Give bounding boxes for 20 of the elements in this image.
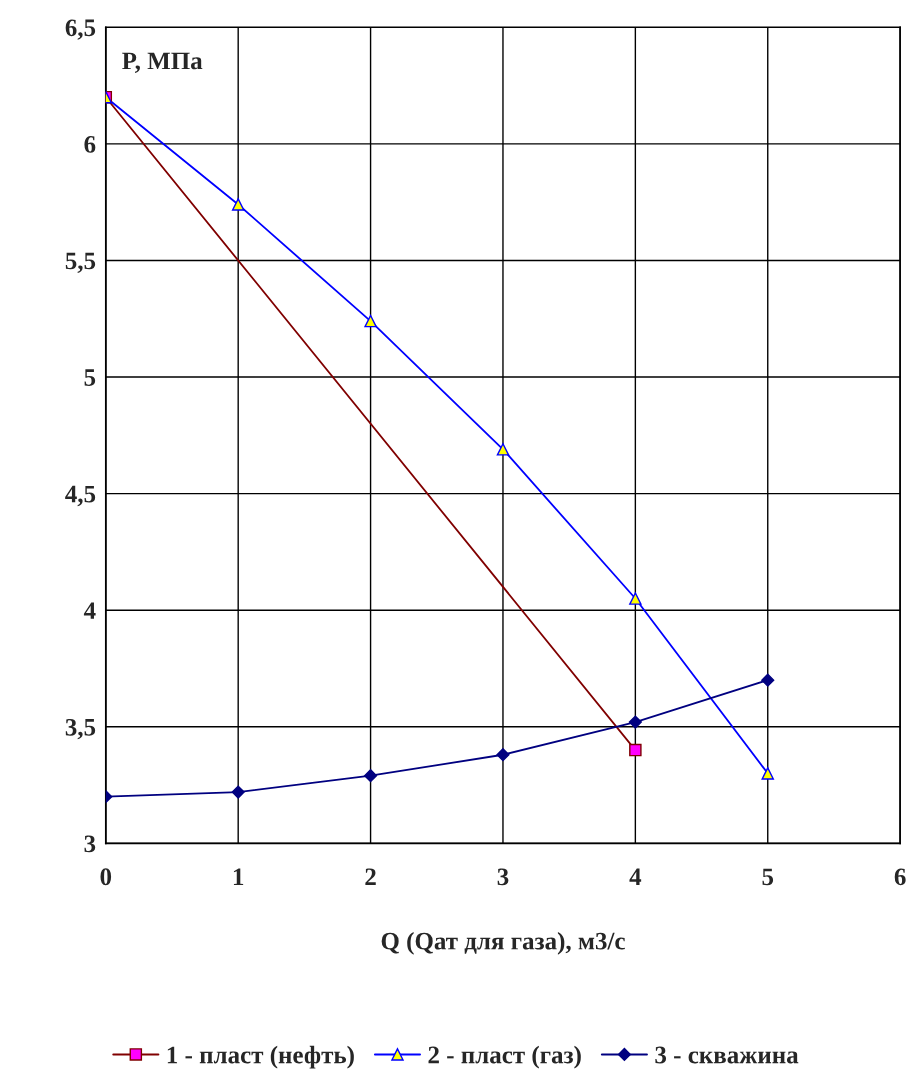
- y-tick-label: 5,5: [65, 252, 96, 273]
- x-tick-label: 2: [365, 868, 376, 885]
- y-tick-label: 4,5: [65, 485, 96, 507]
- x-tick-label: 4: [629, 868, 642, 885]
- y-axis-title: P, МПа: [122, 52, 203, 73]
- y-tick-label: 6,5: [65, 19, 96, 40]
- y-tick-label: 5: [84, 369, 96, 386]
- x-tick-label: 3: [497, 868, 509, 886]
- x-tick-label: 5: [762, 868, 774, 886]
- y-tick-label: 3,5: [65, 718, 96, 740]
- y-tick-label: 3: [84, 835, 96, 853]
- x-axis-title: Q (Qат для газа), м3/с: [381, 931, 625, 955]
- y-tick-label: 4: [83, 602, 96, 619]
- legend-label: 1 - пласт (нефть): [167, 1045, 354, 1069]
- legend-label: 2 - пласт (газ): [428, 1045, 581, 1069]
- y-tick-label: 6: [84, 135, 96, 153]
- legend-label: 3 - скважина: [655, 1046, 799, 1064]
- x-tick-label: 0: [100, 868, 112, 886]
- x-tick-label: 6: [894, 868, 906, 886]
- x-tick-label: 1: [233, 868, 244, 885]
